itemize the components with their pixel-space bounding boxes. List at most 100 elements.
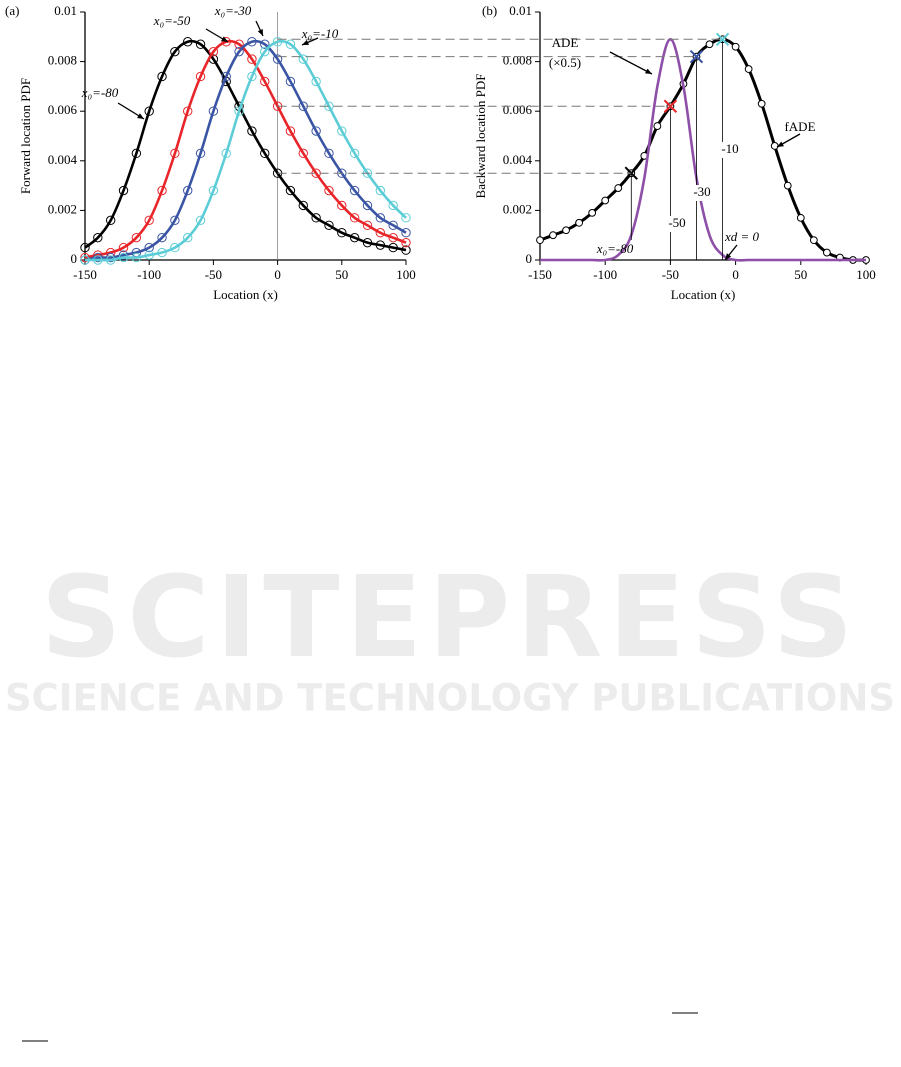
arrow-head	[777, 141, 784, 147]
marker	[588, 208, 597, 217]
marker	[234, 106, 244, 116]
marker	[783, 181, 792, 190]
annotation: ADE	[552, 35, 579, 50]
marker	[744, 65, 753, 73]
annotation: (×0.5)	[549, 55, 581, 70]
marker	[375, 240, 386, 250]
marker	[144, 250, 154, 260]
marker	[536, 236, 544, 245]
marker	[247, 71, 257, 82]
x-tick-label: 0	[732, 267, 739, 282]
label-bg	[665, 216, 689, 232]
marker	[131, 148, 142, 159]
marker	[298, 54, 308, 64]
marker	[234, 46, 244, 57]
marker	[285, 126, 296, 136]
marker	[105, 215, 116, 226]
marker	[401, 213, 411, 223]
annotation: x₀=-30	[214, 3, 252, 18]
marker	[208, 106, 219, 116]
annotation: -30	[693, 184, 710, 199]
x-tick-label: -50	[662, 267, 679, 282]
x-tick-label: -150	[528, 267, 552, 282]
marker	[298, 200, 308, 211]
marker	[349, 232, 360, 243]
marker	[105, 252, 116, 263]
marker	[285, 76, 296, 87]
annotation: x₀=-50	[153, 13, 191, 28]
marker	[285, 185, 296, 196]
marker	[337, 228, 347, 238]
marker	[118, 252, 129, 263]
arrow-head	[645, 68, 652, 74]
marker	[285, 39, 296, 49]
y-axis-label: Backward location PDF	[473, 74, 488, 199]
marker	[349, 185, 360, 196]
marker	[221, 37, 231, 47]
marker	[549, 231, 557, 240]
marker	[208, 46, 219, 57]
marker	[93, 255, 103, 265]
x-tick-label: 50	[335, 267, 348, 282]
y-tick-label: 0.002	[48, 201, 77, 216]
annotation: x₀=-10	[301, 26, 339, 41]
line	[84, 39, 407, 262]
x-tick-label: -150	[73, 267, 97, 282]
marker	[324, 220, 334, 230]
marker	[562, 226, 570, 235]
marker	[272, 54, 283, 64]
panel-label: (b)	[482, 3, 497, 18]
line	[84, 39, 407, 252]
marker	[144, 106, 154, 116]
marker	[337, 200, 347, 211]
marker	[170, 148, 180, 159]
marker	[247, 37, 257, 47]
arrow-head	[302, 39, 309, 45]
y-tick-label: 0.01	[54, 3, 77, 18]
marker	[118, 242, 129, 253]
marker	[247, 126, 257, 136]
marker	[183, 232, 193, 243]
marker	[324, 148, 334, 159]
x-tick-label: -100	[593, 267, 617, 282]
x-tick-label: 100	[396, 267, 416, 282]
y-tick-label: 0.006	[503, 102, 533, 117]
marker	[388, 220, 398, 230]
marker	[170, 46, 180, 57]
marker	[144, 242, 154, 253]
marker	[183, 185, 193, 196]
marker	[118, 185, 129, 196]
marker	[809, 236, 818, 245]
marker	[349, 213, 360, 223]
marker	[705, 40, 714, 49]
x-axis-label: Location (x)	[213, 287, 278, 302]
marker	[221, 148, 231, 159]
marker	[388, 232, 398, 243]
line	[84, 39, 407, 259]
marker	[118, 250, 129, 260]
marker	[401, 237, 411, 248]
marker	[195, 215, 206, 226]
marker	[157, 185, 167, 196]
arrow-head	[725, 253, 732, 260]
label-bg	[690, 185, 714, 201]
annotation: fADE	[784, 119, 815, 134]
marker	[298, 148, 308, 159]
y-tick-label: 0.008	[503, 53, 532, 68]
marker	[131, 232, 142, 243]
marker	[247, 54, 257, 64]
marker	[131, 252, 142, 263]
marker	[221, 71, 231, 82]
arrow	[609, 51, 653, 75]
y-tick-label: 0.008	[48, 53, 77, 68]
y-tick-label: 0.01	[509, 3, 532, 18]
y-tick-label: 0.004	[503, 152, 533, 167]
marker	[170, 215, 180, 226]
x-tick-label: 0	[274, 267, 281, 282]
marker	[401, 228, 411, 238]
marker	[195, 71, 206, 82]
marker	[93, 252, 103, 263]
marker	[796, 213, 805, 222]
marker	[80, 252, 90, 263]
